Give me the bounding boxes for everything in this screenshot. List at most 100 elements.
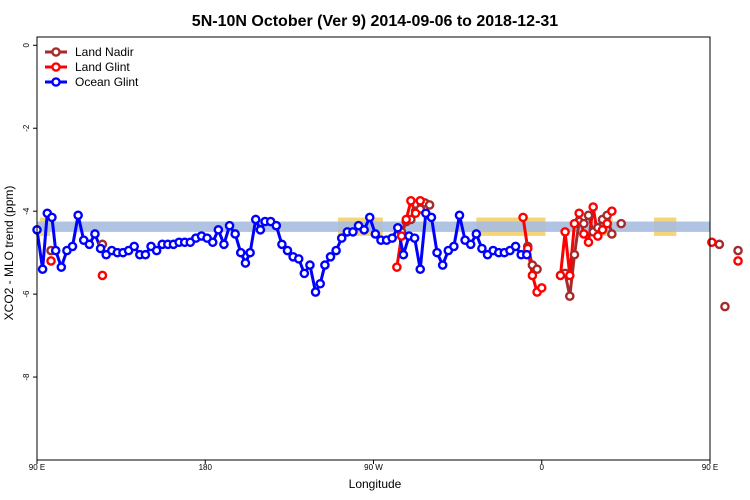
land-nadir-point	[564, 291, 575, 301]
ocean-glint-point	[471, 229, 482, 239]
land-glint-point	[415, 196, 426, 206]
ocean-glint-point	[207, 237, 218, 248]
ocean-glint-point	[325, 251, 336, 262]
land-nadir-point	[579, 218, 589, 229]
y-axis-label: XCO2 - MLO trend (ppm)	[2, 186, 16, 321]
ocean-glint-point	[230, 229, 240, 239]
land-glint-point	[410, 208, 421, 219]
ocean-glint-point	[510, 241, 521, 252]
land-nadir-point	[532, 264, 542, 275]
ocean-glint-point	[477, 243, 487, 254]
ocean-glint-point	[299, 268, 310, 279]
land-glint-point	[707, 237, 717, 248]
y-tick-label: -6	[22, 290, 31, 298]
y-axis: 0 -2 -4 -6 -8	[22, 43, 37, 381]
ocean-glint-point	[67, 241, 78, 252]
ocean-glint-point	[95, 243, 106, 254]
series-layer	[32, 36, 743, 461]
ocean-glint-point	[47, 212, 57, 223]
land-glint-point	[574, 208, 584, 219]
x-tick-label: 180	[199, 463, 213, 472]
land-glint-point	[555, 270, 566, 281]
land-glint-point	[401, 214, 412, 225]
ocean-glint-point	[240, 258, 251, 268]
y-tick-label: -2	[22, 124, 31, 132]
land-nadir-point	[569, 249, 580, 260]
land-nadir-point	[583, 210, 594, 221]
ocean-glint-point	[90, 229, 100, 239]
ocean-glint-point	[84, 239, 95, 250]
ocean-glint-point	[140, 249, 151, 260]
x-axis: 90 E 180 90 W 0 90 E	[29, 460, 718, 472]
ocean-glint-point	[449, 241, 459, 252]
legend-label: Land Glint	[75, 60, 130, 74]
ocean-glint-point	[398, 249, 409, 260]
legend-label: Ocean Glint	[75, 75, 139, 89]
x-axis-label: Longitude	[349, 477, 402, 491]
land-nadir-point	[607, 229, 617, 239]
land-nadir-point	[733, 245, 743, 256]
x-tick-label: 90 E	[702, 463, 718, 472]
ocean-glint-point	[426, 212, 437, 223]
land-glint-point	[593, 231, 603, 241]
land-glint-point	[733, 256, 743, 266]
land-glint-point	[46, 256, 56, 266]
land-glint-point	[97, 270, 108, 281]
land-glint-point	[406, 196, 416, 206]
land-glint-point	[518, 212, 528, 223]
ocean-glint-point	[521, 249, 532, 260]
ocean-glint-point	[213, 225, 224, 235]
land-nadir-point	[720, 301, 730, 312]
x-tick-label: 0	[540, 463, 545, 472]
legend-marker	[51, 47, 61, 57]
ocean-glint-point	[224, 220, 235, 231]
land-glint-point	[588, 202, 598, 212]
ocean-glint-point	[454, 210, 465, 221]
ocean-glint-point	[432, 247, 442, 258]
land-glint-point	[597, 225, 608, 235]
land-glint-point	[564, 270, 575, 281]
plot-frame	[36, 36, 711, 461]
ocean-glint-point	[387, 233, 397, 243]
ocean-glint-point	[129, 241, 140, 252]
land-glint-point	[569, 218, 580, 229]
legend-label: Land Nadir	[75, 45, 134, 59]
legend-marker	[51, 62, 61, 72]
ocean-glint-point	[219, 239, 229, 250]
ocean-glint-point	[56, 262, 67, 272]
ocean-glint-point	[364, 212, 375, 223]
ocean-glint-point	[250, 214, 261, 225]
ocean-glint-point	[245, 247, 255, 258]
chart-title: 5N-10N October (Ver 9) 2014-09-06 to 201…	[192, 13, 559, 30]
y-tick-label: 0	[22, 43, 31, 48]
ocean-glint-point	[336, 233, 347, 243]
ocean-glint-point	[305, 260, 315, 270]
ocean-glint-point	[255, 225, 266, 235]
land-glint-point	[607, 206, 617, 216]
ocean-glint-point	[271, 220, 282, 231]
land-glint-point	[536, 283, 547, 293]
y-tick-label: -4	[22, 207, 31, 215]
land-glint-point	[392, 262, 402, 272]
ocean-glint-point	[393, 222, 403, 233]
land-glint-point	[602, 218, 612, 229]
x-tick-label: 90 W	[364, 463, 383, 472]
land-glint-point	[527, 270, 538, 281]
land-glint-point	[579, 229, 589, 239]
ocean-glint-point	[465, 239, 476, 250]
ocean-glint-point	[73, 210, 83, 221]
ocean-glint-point	[370, 229, 381, 239]
land-nadir-point	[424, 200, 435, 210]
ocean-glint-point	[310, 287, 321, 297]
land-glint-point	[560, 227, 570, 237]
ocean-glint-point	[415, 264, 426, 275]
x-tick-label: 90 E	[29, 463, 45, 472]
ocean-glint-point	[409, 233, 420, 243]
ocean-glint-point	[315, 278, 326, 289]
ocean-glint-point	[293, 254, 304, 264]
y-tick-label: -8	[22, 373, 31, 381]
land-nadir-point	[714, 239, 725, 250]
ocean-glint-point	[151, 245, 162, 256]
